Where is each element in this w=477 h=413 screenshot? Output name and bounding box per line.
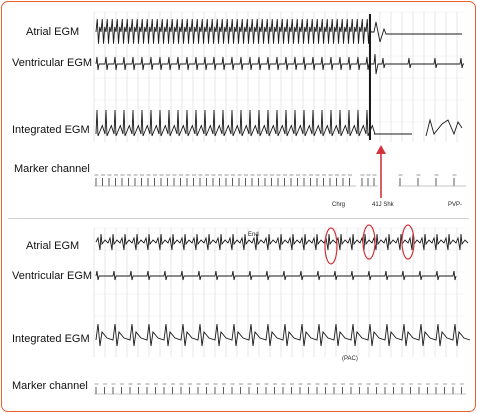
atrial-trace-bottom: [95, 233, 469, 251]
charge-annotation: Chrg: [332, 202, 345, 208]
end-annotation: End: [248, 232, 259, 238]
ventricular-egm-label-bottom: Ventricular EGM: [12, 270, 93, 282]
highlight-oval-1: [324, 227, 338, 265]
pvp-annotation: PVP-: [448, 202, 462, 208]
ventricular-trace-top: [95, 53, 464, 75]
highlight-oval-3: [401, 224, 415, 260]
integrated-egm-label-top: Integrated EGM: [12, 124, 90, 136]
panel-divider: [8, 218, 469, 219]
highlight-oval-2: [362, 224, 376, 260]
integrated-trace-bottom: [95, 323, 471, 347]
grid-bottom: [93, 227, 464, 357]
ventricular-egm-label-top: Ventricular EGM: [12, 57, 93, 69]
marker-channel-bottom: [94, 383, 466, 395]
shock-annotation: 41J Shk: [372, 202, 395, 208]
atrial-egm-label-bottom: Atrial EGM: [26, 240, 80, 252]
marker-channel-label-top: Marker channel: [14, 163, 90, 175]
marker-channel-label-bottom: Marker channel: [12, 380, 88, 392]
ventricular-trace-bottom: [95, 270, 457, 281]
atrial-trace-top: [95, 18, 462, 44]
integrated-trace-top: [95, 109, 463, 137]
integrated-egm-label-bottom: Integrated EGM: [12, 333, 90, 345]
pac-annotation: (PAC): [342, 356, 358, 362]
shock-arrow: [376, 145, 386, 198]
marker-channel-top: [94, 174, 466, 187]
atrial-egm-label-top: Atrial EGM: [26, 26, 80, 38]
